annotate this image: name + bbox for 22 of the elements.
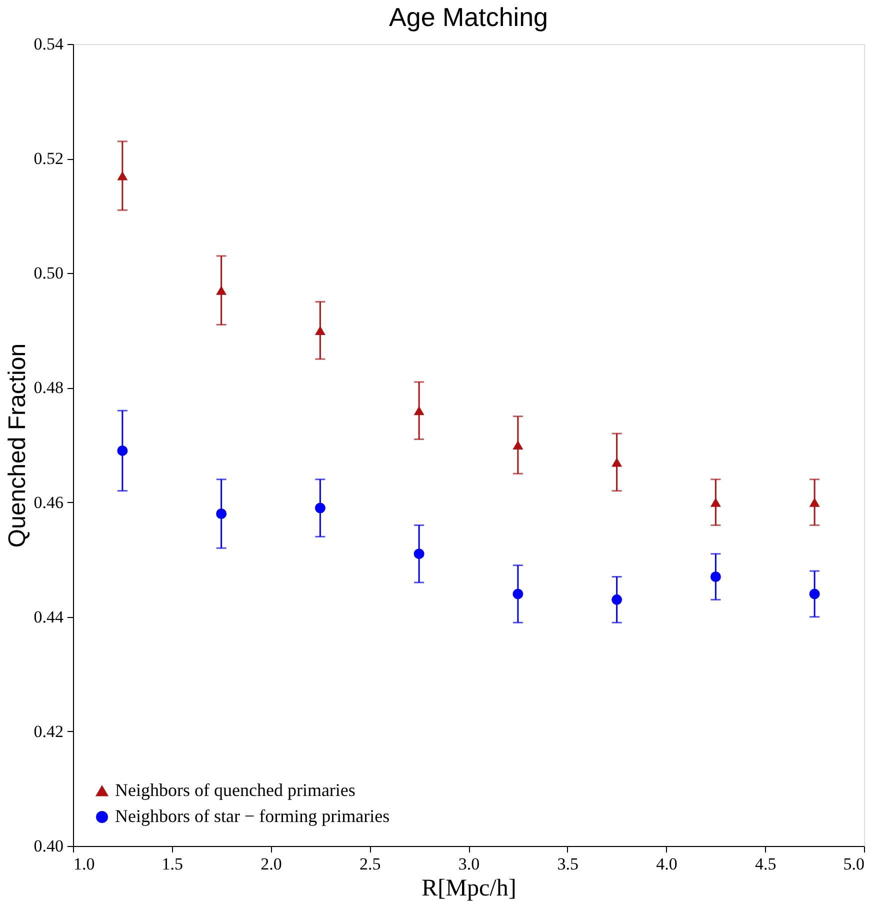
y-tick-label: 0.52 [34, 149, 64, 168]
chart-title: Age Matching [389, 2, 548, 32]
y-axis-title: Quenched Fraction [4, 343, 31, 548]
y-tick-label: 0.48 [34, 378, 64, 398]
y-tick-label: 0.46 [34, 492, 64, 512]
legend-label: Neighbors of star − forming primaries [115, 806, 390, 826]
y-tick-label: 0.42 [34, 722, 64, 741]
y-tick-label: 0.40 [34, 836, 64, 856]
x-tick-label: 2.0 [260, 854, 282, 874]
x-tick-label: 4.0 [656, 854, 678, 874]
x-tick-label: 3.5 [557, 854, 578, 874]
y-tick-label: 0.44 [34, 607, 64, 626]
x-tick-label: 4.5 [755, 854, 776, 874]
y-tick-label: 0.54 [34, 34, 64, 54]
y-tick-label: 0.50 [34, 264, 64, 283]
x-tick-label: 2.5 [360, 854, 381, 874]
x-tick-label: 5.0 [843, 854, 864, 874]
x-tick-label: 1.0 [74, 854, 95, 874]
x-tick-label: 1.5 [162, 854, 183, 874]
x-tick-label: 3.0 [458, 854, 480, 874]
legend-label: Neighbors of quenched primaries [115, 780, 356, 800]
x-axis-title: R[Mpc/h] [422, 876, 516, 902]
